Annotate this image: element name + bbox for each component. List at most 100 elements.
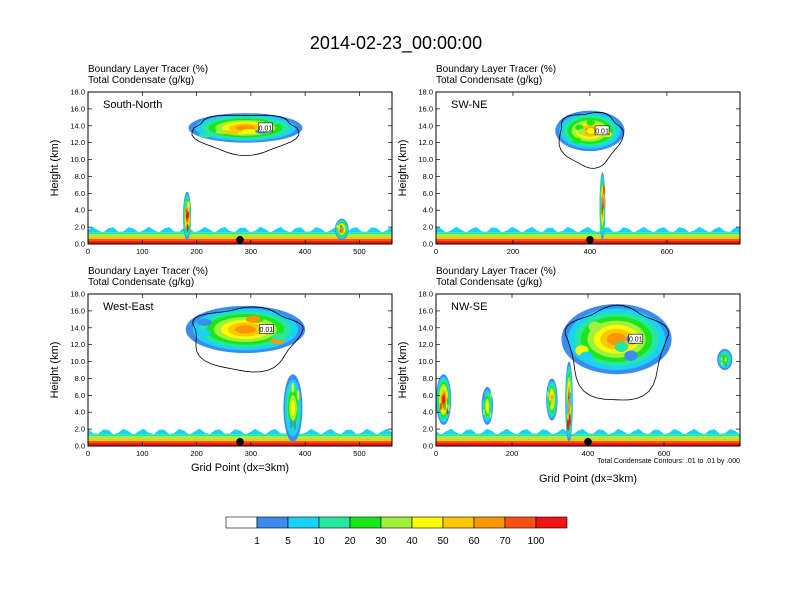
cloud-texture xyxy=(246,315,261,323)
y-tick-label: 12.0 xyxy=(418,340,433,349)
y-tick-label: 8.0 xyxy=(423,374,433,383)
boundary-layer-band xyxy=(436,232,740,235)
cloud-texture xyxy=(579,351,594,363)
colorbar-label: 1 xyxy=(254,536,260,547)
y-tick-label: 16.0 xyxy=(70,104,85,113)
contour-label-box xyxy=(628,333,644,344)
panel-west-east: Boundary Layer Tracer (%)Total Condensat… xyxy=(49,266,393,474)
cloud-texture xyxy=(224,130,239,135)
cloud-texture xyxy=(489,392,492,398)
boundary-layer-top xyxy=(88,226,392,233)
x-tick-label: 0 xyxy=(86,449,90,458)
boundary-layer-band xyxy=(436,234,740,237)
y-tick-label: 18.0 xyxy=(70,290,85,299)
y-tick-label: 18.0 xyxy=(418,290,433,299)
surface-marker xyxy=(236,437,244,446)
x-tick-label: 400 xyxy=(299,449,312,458)
y-tick-label: 0.0 xyxy=(75,240,85,249)
colorbar-label: 70 xyxy=(499,536,511,547)
panel-header-tracer: Boundary Layer Tracer (%) xyxy=(88,64,208,75)
cloud-texture xyxy=(566,419,569,432)
panel-header-condensate: Total Condensate (g/kg) xyxy=(436,277,542,288)
cloud-texture xyxy=(588,321,602,333)
surface-marker xyxy=(236,235,244,244)
colorbar-swatch xyxy=(349,516,382,529)
cloud-texture xyxy=(602,185,605,196)
y-tick-label: 18.0 xyxy=(70,88,85,97)
cloud-texture xyxy=(719,354,722,358)
boundary-layer-band xyxy=(88,234,392,237)
y-tick-label: 14.0 xyxy=(70,323,85,332)
y-tick-label: 8.0 xyxy=(75,172,85,181)
boundary-layer-band xyxy=(436,436,740,439)
cloud-texture xyxy=(242,128,256,134)
x-tick-label: 400 xyxy=(582,449,595,458)
y-tick-label: 4.0 xyxy=(75,206,85,215)
y-tick-label: 10.0 xyxy=(70,357,85,366)
cloud-texture xyxy=(603,196,606,207)
contour-label-box xyxy=(258,122,273,133)
cloud-texture xyxy=(290,418,293,430)
cloud-texture xyxy=(187,211,190,219)
cloud-texture xyxy=(272,333,287,341)
y-tick-label: 2.0 xyxy=(75,425,85,434)
y-axis-label: Height (km) xyxy=(49,140,61,197)
cloud-texture xyxy=(487,408,490,414)
y-tick-label: 0.0 xyxy=(75,442,85,451)
cloud-texture xyxy=(586,127,595,135)
colorbar-swatch xyxy=(442,516,475,529)
panel-header-tracer: Boundary Layer Tracer (%) xyxy=(88,266,208,277)
x-tick-label: 100 xyxy=(136,449,149,458)
panel-nw-se: Boundary Layer Tracer (%)Total Condensat… xyxy=(397,266,741,485)
cloud-texture xyxy=(443,402,446,411)
y-tick-label: 0.0 xyxy=(423,240,433,249)
x-tick-label: 0 xyxy=(86,247,90,256)
cloud-texture xyxy=(551,397,554,405)
y-tick-label: 6.0 xyxy=(423,189,433,198)
condensate-contour xyxy=(558,111,624,169)
cloud-texture xyxy=(548,400,551,407)
contour-label: 0.01 xyxy=(259,125,273,132)
x-tick-label: 500 xyxy=(353,247,366,256)
boundary-layer-top xyxy=(436,226,740,233)
boundary-layer-top xyxy=(436,428,740,435)
boundary-layer-band xyxy=(88,434,392,437)
colorbar-swatch xyxy=(380,516,413,529)
figure-title: 2014-02-23_00:00:00 xyxy=(310,33,482,54)
cloud-texture xyxy=(547,391,550,398)
cloud-texture xyxy=(624,350,638,361)
cloud-texture xyxy=(198,133,213,138)
condensate-contour xyxy=(192,306,304,373)
cloud-texture xyxy=(441,387,444,396)
cloud-texture xyxy=(187,201,190,209)
cloud-texture xyxy=(722,356,725,360)
boundary-layer-band xyxy=(88,232,392,235)
y-axis-label: Height (km) xyxy=(397,342,409,399)
cloud-texture xyxy=(572,137,582,144)
boundary-layer-band xyxy=(88,436,392,439)
cloud-texture xyxy=(297,390,300,401)
colorbar-label: 30 xyxy=(375,536,387,547)
y-tick-label: 16.0 xyxy=(418,306,433,315)
y-tick-label: 4.0 xyxy=(423,408,433,417)
cloud-texture xyxy=(552,392,555,400)
y-tick-label: 2.0 xyxy=(75,223,85,232)
x-tick-label: 400 xyxy=(584,247,597,256)
cloud-texture xyxy=(340,226,343,230)
cloud-texture xyxy=(489,412,492,419)
y-tick-label: 6.0 xyxy=(75,391,85,400)
surface-marker xyxy=(584,437,592,446)
x-tick-label: 200 xyxy=(506,449,519,458)
x-axis-label: Grid Point (dx=3km) xyxy=(539,473,637,485)
cloud-texture xyxy=(567,398,570,411)
x-tick-label: 400 xyxy=(299,247,312,256)
x-tick-label: 300 xyxy=(245,247,258,256)
cloud-texture xyxy=(722,360,725,364)
colorbar-swatch xyxy=(473,516,506,529)
y-tick-label: 8.0 xyxy=(75,374,85,383)
condensate-contour xyxy=(564,304,669,401)
y-tick-label: 4.0 xyxy=(75,408,85,417)
panel-label: South-North xyxy=(103,99,162,111)
contour-label-box xyxy=(259,324,274,334)
x-tick-label: 600 xyxy=(661,247,674,256)
